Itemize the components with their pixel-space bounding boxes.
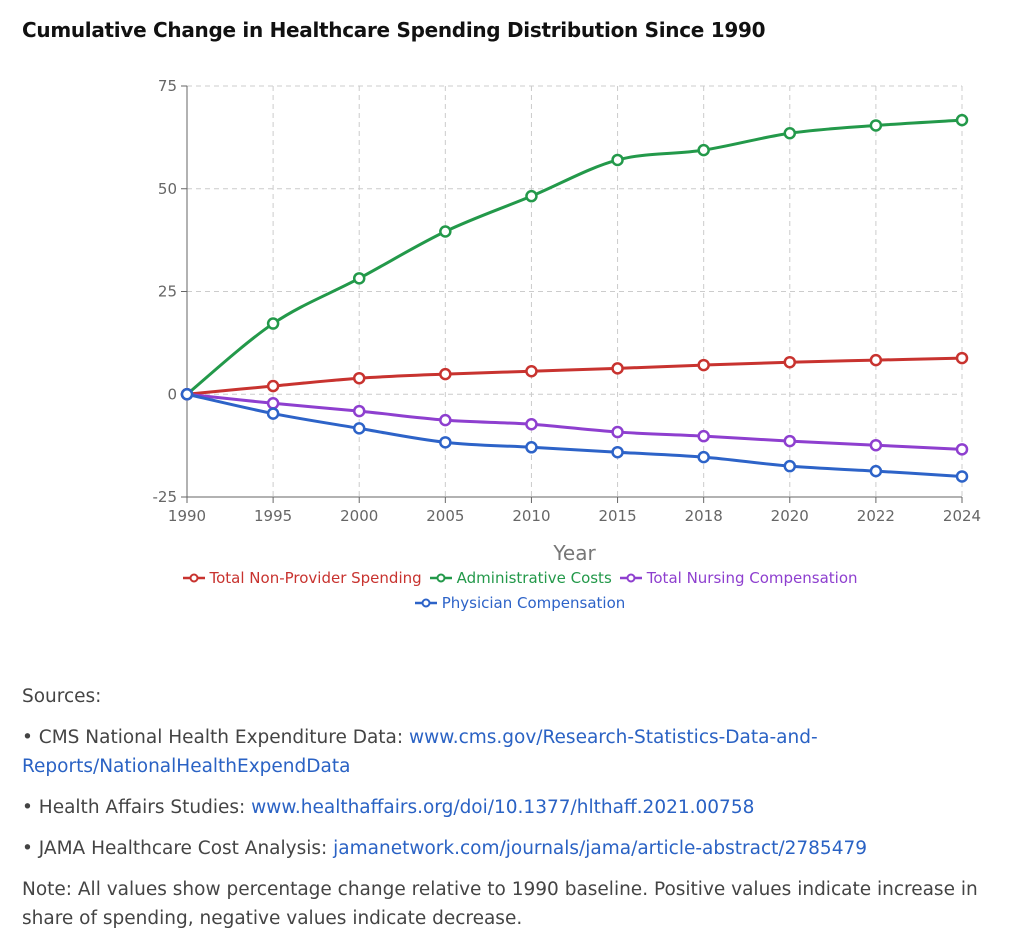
data-point [783, 355, 797, 369]
sources-heading: Sources: [22, 686, 102, 707]
x-tick-label: 2000 [340, 507, 378, 525]
data-point [611, 362, 624, 375]
data-point [439, 225, 452, 238]
data-point [869, 353, 883, 367]
chart-title: Cumulative Change in Healthcare Spending… [22, 18, 766, 42]
data-point [611, 153, 624, 167]
data-point [525, 364, 538, 378]
x-tick-label: 2020 [771, 507, 809, 525]
legend-item[interactable]: Total Non-Provider Spending [182, 569, 422, 587]
data-point [352, 404, 366, 418]
x-tick-label: 1990 [168, 507, 206, 525]
source-item: • JAMA Healthcare Cost Analysis: jamanet… [22, 838, 868, 859]
data-point [439, 436, 452, 449]
legend-item[interactable]: Physician Compensation [414, 594, 626, 612]
data-point [869, 464, 883, 478]
data-point [266, 379, 280, 393]
data-point [352, 272, 366, 285]
data-point [439, 413, 452, 427]
data-point [697, 143, 710, 157]
source-link[interactable]: www.cms.gov/Research-Statistics-Data-and… [22, 727, 818, 777]
data-point [955, 351, 969, 365]
data-point [955, 443, 969, 456]
data-point [955, 470, 969, 483]
data-point [697, 358, 710, 372]
note: Note: All values show percentage change … [22, 879, 978, 929]
data-point [525, 418, 538, 431]
data-point [525, 441, 538, 454]
x-tick-label: 2024 [943, 507, 981, 525]
legend-marker-icon [619, 573, 642, 583]
x-tick-label: 2018 [685, 507, 723, 525]
y-tick-label: 75 [158, 77, 177, 95]
x-tick-label: 1995 [254, 507, 292, 525]
legend-marker-icon [414, 598, 437, 608]
legend: Total Non-Provider Spending Administrativ… [0, 569, 1009, 587]
series-line [186, 392, 963, 451]
line-chart: -25 0 25 50 75 1990 1995 2000 2005 2010 2015 2018 20… [153, 77, 982, 565]
y-tick-label: -25 [153, 488, 178, 506]
x-tick-label: 2010 [512, 507, 550, 525]
data-point [697, 450, 710, 464]
legend-marker-icon [429, 573, 452, 583]
data-point [783, 127, 797, 140]
x-tick-label: 2015 [598, 507, 636, 525]
legend-marker-icon [182, 573, 205, 583]
data-point [869, 438, 883, 452]
source-item: • Health Affairs Studies: www.healthaffa… [22, 797, 755, 818]
sources-section: Sources: • CMS National Health Expenditu… [22, 682, 982, 945]
data-point [611, 445, 624, 459]
data-point [869, 119, 883, 132]
series-line [186, 118, 963, 396]
data-point [955, 113, 969, 127]
source-item: • CMS National Health Expenditure Data: … [22, 727, 818, 777]
legend-item[interactable]: Total Nursing Compensation [619, 569, 858, 587]
data-point [266, 397, 280, 410]
data-point [783, 459, 797, 473]
x-tick-label: 2005 [426, 507, 464, 525]
data-point [266, 407, 280, 420]
data-point [352, 422, 366, 435]
x-tick-label: 2022 [857, 507, 895, 525]
y-tick-label: 0 [167, 385, 177, 403]
data-point [611, 425, 624, 439]
legend-item[interactable]: Administrative Costs [429, 569, 612, 587]
legend-label: Total Non-Provider Spending [209, 569, 422, 587]
data-point [352, 371, 366, 385]
legend: Physician Compensation [0, 594, 1009, 612]
source-link[interactable]: jamanetwork.com/journals/jama/article-ab… [333, 838, 868, 859]
data-point [697, 429, 710, 443]
x-axis-label: Year [552, 541, 596, 565]
data-point [180, 388, 194, 401]
legend-label: Total Nursing Compensation [646, 569, 858, 587]
data-point [439, 367, 452, 381]
legend-label: Administrative Costs [456, 569, 612, 587]
y-tick-label: 25 [158, 283, 177, 301]
legend-label: Physician Compensation [441, 594, 626, 612]
series-line [186, 356, 963, 396]
series-line [186, 392, 963, 478]
y-tick-label: 50 [158, 180, 177, 198]
source-link[interactable]: www.healthaffairs.org/doi/10.1377/hlthaf… [251, 797, 755, 818]
data-point [783, 434, 797, 448]
data-point [266, 317, 280, 330]
data-point [525, 189, 538, 203]
